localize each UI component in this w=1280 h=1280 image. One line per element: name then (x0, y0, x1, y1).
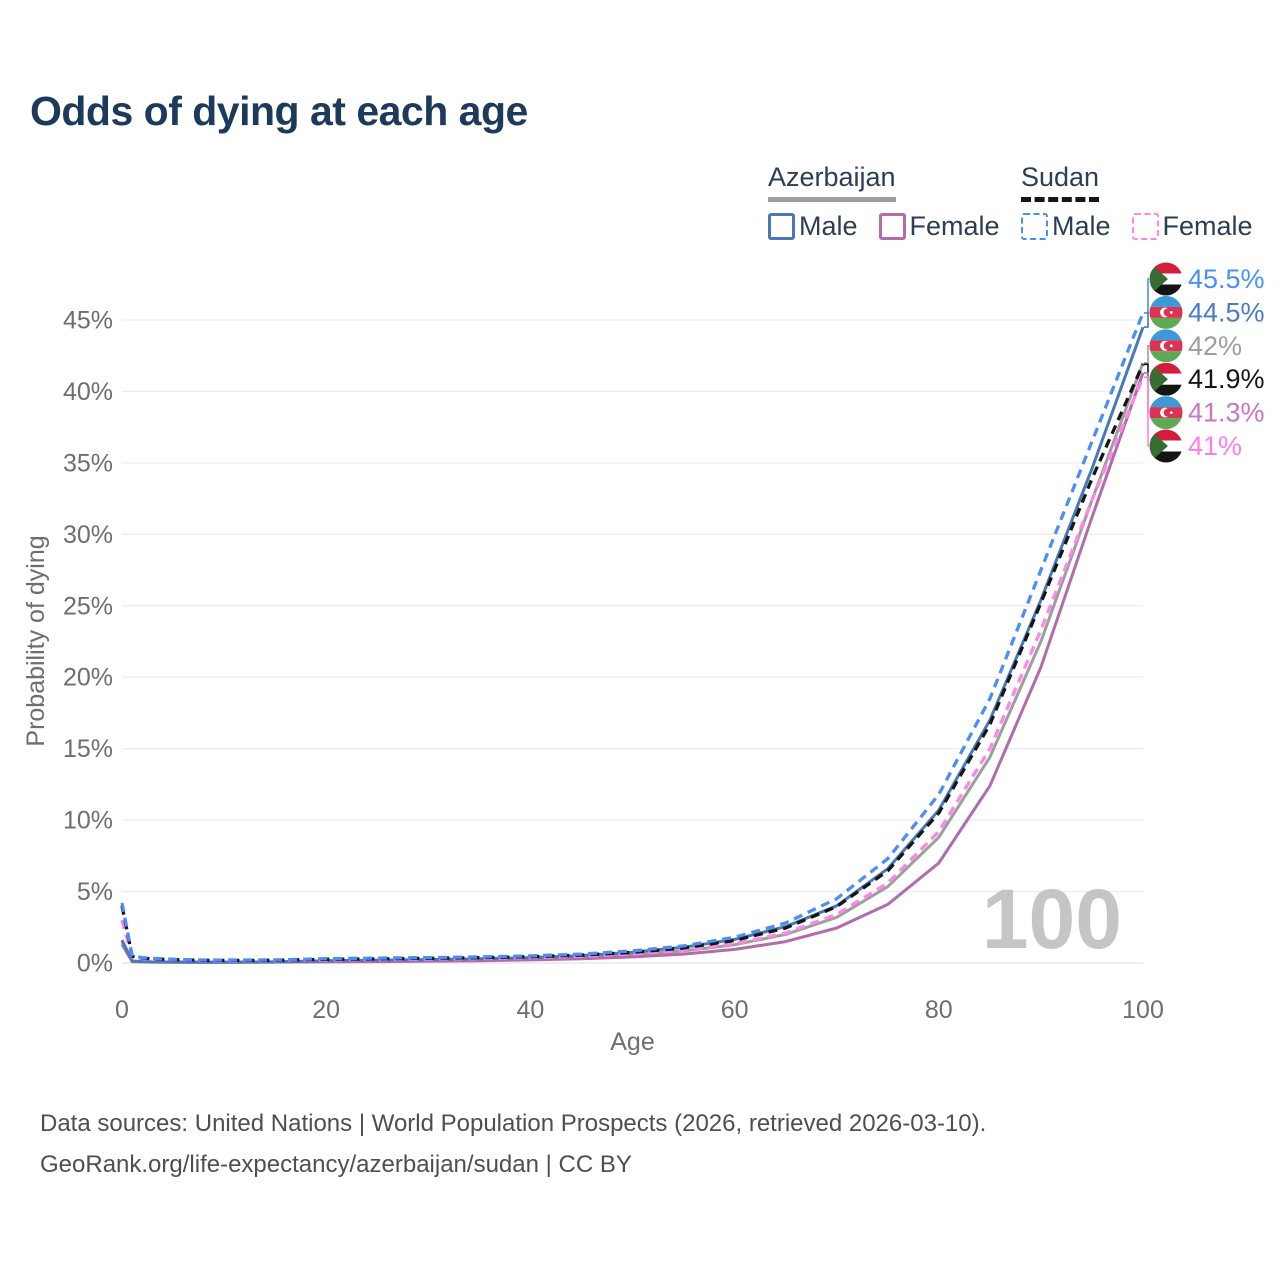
legend-item-label-azerbaijan-male: Male (799, 211, 858, 241)
series-line-sudan-both[interactable] (120, 363, 1145, 963)
x-tick-label: 40 (516, 996, 544, 1024)
legend-item-sudan-male[interactable]: Male (1021, 211, 1111, 242)
legend-item-label-azerbaijan-female: Female (909, 211, 1000, 241)
y-tick-label: 35% (63, 449, 113, 477)
y-tick-label: 25% (63, 592, 113, 620)
x-tick-label: 0 (115, 996, 129, 1024)
label-connector-azerbaijan-both (1144, 345, 1149, 364)
legend-item-label-sudan-female: Female (1162, 211, 1253, 241)
x-axis-title: Age (610, 1028, 654, 1056)
y-tick-label: 15% (63, 735, 113, 763)
legend-items-sudan: Male Female (1021, 211, 1274, 242)
y-tick-label: 0% (77, 950, 113, 978)
legend-swatch-azerbaijan-male (768, 213, 795, 240)
footer-link-line: GeoRank.org/life-expectancy/azerbaijan/s… (40, 1151, 632, 1178)
y-tick-label: 30% (63, 521, 113, 549)
legend-item-azerbaijan-male[interactable]: Male (768, 211, 858, 242)
flag-icon-azerbaijan (1149, 396, 1183, 430)
x-tick-label: 100 (1122, 996, 1164, 1024)
series-line-azerbaijan-male[interactable] (120, 326, 1145, 964)
age-counter-watermark: 100 (982, 872, 1122, 966)
legend-country-sudan: Sudan (1021, 162, 1100, 202)
y-tick-label: 45% (63, 307, 113, 335)
series-line-sudan-male[interactable] (120, 312, 1145, 962)
x-axis: 0 20 40 60 80 100 Age Probability of dying (22, 535, 1164, 1056)
x-tick-label: 80 (925, 996, 953, 1024)
end-labels: 45.5%44.5% 42%41.9% 41.3%41% (1144, 262, 1265, 463)
footer-source-line: Data sources: United Nations | World Pop… (40, 1110, 987, 1137)
legend-country-azerbaijan: Azerbaijan (768, 162, 896, 202)
y-tick-label: 20% (63, 664, 113, 692)
label-connector-sudan-female (1144, 376, 1149, 447)
label-connector-sudan-male (1144, 278, 1149, 314)
end-label-azerbaijan-male: 44.5% (1188, 297, 1265, 327)
legend-item-label-sudan-male: Male (1052, 211, 1111, 241)
flag-icon-azerbaijan (1149, 295, 1183, 329)
end-label-azerbaijan-both: 42% (1188, 331, 1242, 361)
end-label-sudan-male: 45.5% (1188, 264, 1265, 294)
y-tick-label: 10% (63, 807, 113, 835)
y-axis-title: Probability of dying (22, 535, 50, 746)
series-lines (120, 312, 1145, 964)
legend-item-azerbaijan-female[interactable]: Female (878, 211, 1000, 242)
flag-icon-sudan (1149, 429, 1183, 463)
legend-item-sudan-female[interactable]: Female (1131, 211, 1253, 242)
flag-icon-azerbaijan (1149, 329, 1183, 363)
legend-swatch-sudan-male (1021, 213, 1048, 240)
flag-icon-sudan (1149, 362, 1183, 396)
legend-group-sudan: Sudan Male Female (1021, 162, 1274, 242)
label-connector-azerbaijan-male (1144, 311, 1149, 328)
chart-plot: 0% 5% 10% 15% 20% 25% 30% 35% 40% 45% 0 20 40 60 80 100… (22, 262, 1265, 1056)
legend-swatch-azerbaijan-female (878, 213, 906, 240)
legend-group-azerbaijan: Azerbaijan Male Female (768, 162, 1021, 242)
footer: Data sources: United Nations | World Pop… (40, 1103, 986, 1185)
flag-icon-sudan (1149, 262, 1183, 296)
end-label-sudan-both: 41.9% (1188, 364, 1265, 394)
x-tick-label: 60 (721, 996, 749, 1024)
y-tick-label: 40% (63, 378, 113, 406)
page-title: Odds of dying at each age (30, 88, 528, 134)
legend: Azerbaijan Male Female Sudan Male (0, 0, 1280, 250)
y-tick-label: 5% (77, 878, 113, 906)
end-label-azerbaijan-female: 41.3% (1188, 398, 1265, 428)
legend-swatch-sudan-female (1131, 213, 1159, 240)
grid: 0% 5% 10% 15% 20% 25% 30% 35% 40% 45% (63, 307, 1143, 978)
end-label-sudan-female: 41% (1188, 431, 1242, 461)
x-tick-label: 20 (312, 996, 340, 1024)
legend-items-azerbaijan: Male Female (768, 211, 1021, 242)
